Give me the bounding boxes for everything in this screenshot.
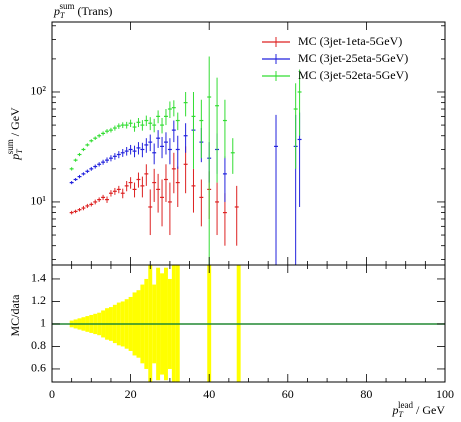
x-axis-label-rest: / GeV [413,403,445,417]
y-tick-label: 0.8 [31,338,46,352]
y-tick-label: 1 [40,316,46,330]
chart-title: pTsum (Trans) [53,1,112,20]
x-axis-label: pTlead / GeV [392,400,446,419]
x-axis-label-sub: T [399,410,404,419]
y-tick-label: 0.6 [31,361,46,375]
chart-title-sup: sum [59,1,74,11]
x-tick-label: 60 [282,387,294,401]
x-tick-label: 20 [125,387,137,401]
ratio-plot [52,265,445,382]
x-tick-label: 0 [49,387,55,401]
y-axis-label: MC/data [8,294,22,337]
chart-title-rest: (Trans) [74,4,112,18]
legend-label: MC (3jet-52eta-5GeV) [298,68,408,82]
chart-title-sub: T [60,11,65,20]
y-tick-label: 10¹ [30,194,46,208]
legend-label: MC (3jet-25eta-5GeV) [298,51,408,65]
x-tick-label: 40 [203,387,215,401]
x-tick-label: 100 [436,387,454,401]
y-axis-label: pTsum / GeV [5,107,24,161]
legend-label: MC (3jet-1eta-5GeV) [298,34,402,48]
y-axis-label-sup: sum [5,139,15,154]
x-tick-label: 80 [360,387,372,401]
chart-title-base: p [53,4,60,18]
x-axis-label-base: p [392,403,399,417]
y-tick-label: 1.2 [31,293,46,307]
y-axis-label-base: p [8,154,22,161]
main-plot [69,56,302,265]
y-tick-label: 1.4 [31,271,46,285]
x-axis-label-sup: lead [398,400,413,410]
ratio-frame [51,264,446,383]
y-axis-label-rest: / GeV [8,107,22,139]
y-tick-label: 10² [30,84,46,98]
y-axis-label-sub: T [15,149,24,154]
